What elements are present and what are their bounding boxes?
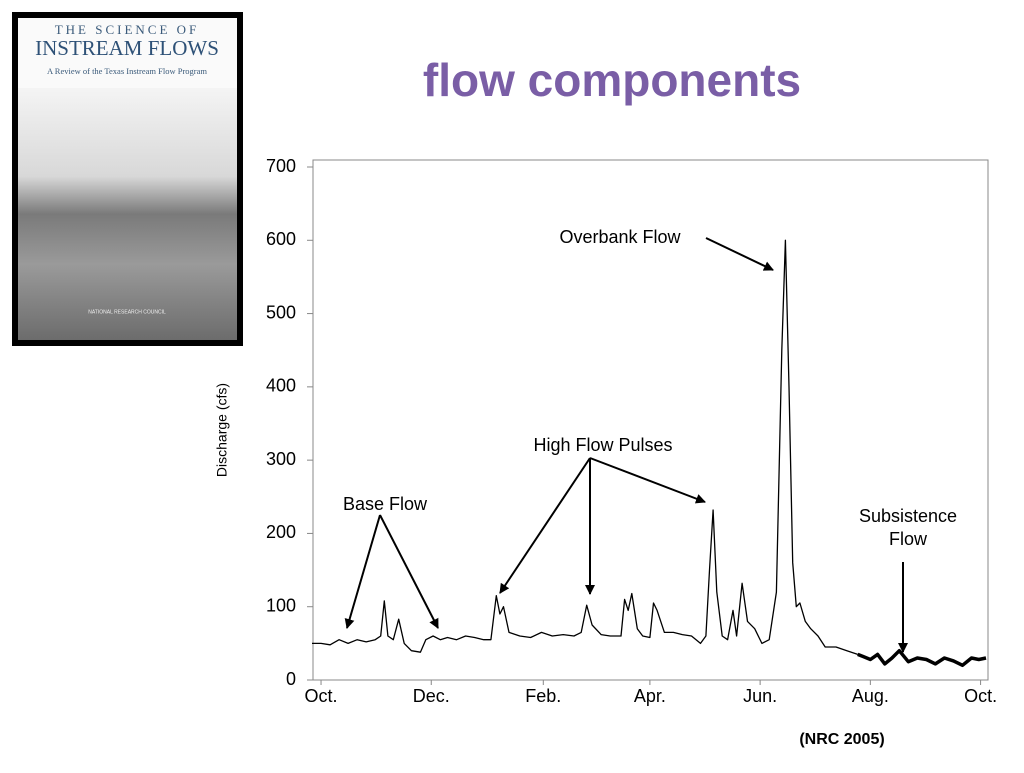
y-tick-label: 600 [266,229,296,249]
cover-subtitle: A Review of the Texas Instream Flow Prog… [47,66,207,76]
y-tick-label: 400 [266,376,296,396]
arrow [344,514,381,629]
y-tick-label: 700 [266,156,296,176]
annotation: Overbank Flow [559,227,681,247]
y-tick-label: 100 [266,595,296,615]
x-tick-label: Oct. [964,686,997,706]
arrow [499,457,591,594]
y-axis-label: Discharge (cfs) [214,383,230,477]
slide-title: flow components [423,54,801,106]
y-tick-label: 300 [266,449,296,469]
annotation: High Flow Pulses [533,435,672,455]
y-tick-label: 500 [266,302,296,322]
flow-line [312,239,858,656]
arrow [379,514,439,629]
annotation: Base Flow [343,494,428,514]
plot-frame [312,159,989,681]
cover-publisher: NATIONAL RESEARCH COUNCIL [88,309,166,315]
flow-line [857,648,987,668]
annotation: Subsistence [859,506,957,526]
cover-title: INSTREAM FLOWS [35,36,219,60]
arrow [589,457,706,504]
x-tick-label: Jun. [743,686,777,706]
x-tick-label: Apr. [634,686,666,706]
source: (NRC 2005) [799,731,884,748]
annotation: Flow [889,529,928,549]
book-cover: THE SCIENCE OF INSTREAM FLOWS A Review o… [12,12,243,346]
x-tick-label: Dec. [413,686,450,706]
x-tick-label: Aug. [852,686,889,706]
x-tick-label: Feb. [525,686,561,706]
arrow [705,237,774,271]
y-tick-label: 0 [286,669,296,689]
cover-line: THE SCIENCE OF [55,22,200,37]
x-tick-label: Oct. [305,686,338,706]
y-tick-label: 200 [266,522,296,542]
arrows [344,237,908,653]
